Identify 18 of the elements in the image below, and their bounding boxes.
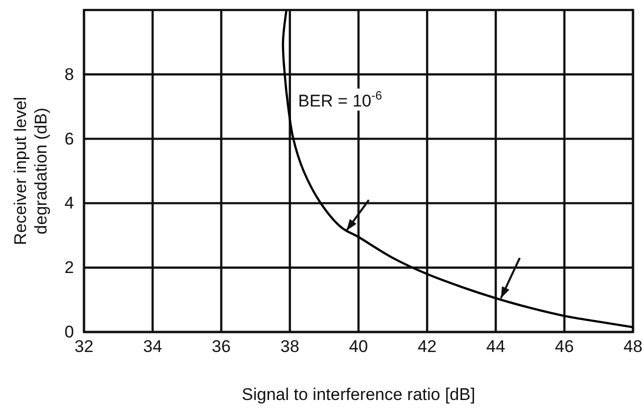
y-tick-label: 8 [64,64,74,84]
x-tick-label: 32 [74,337,94,356]
x-tick-label: 36 [212,337,231,356]
x-tick-label: 48 [624,337,642,356]
y-tick-label: 6 [64,129,74,148]
y-axis-title: Receiver input level degradation (dB) [11,96,50,246]
y-tick-label: 0 [64,322,74,342]
y-tick-label: 4 [64,194,74,213]
x-tick-label: 40 [349,337,368,356]
x-tick-label: 42 [418,337,437,356]
x-tick-label: 46 [554,337,574,356]
x-tick-label: 34 [143,337,162,356]
x-axis-title: Signal to interference ratio [dB] [242,385,476,404]
x-tick-label: 38 [280,337,300,356]
y-tick-label: 2 [64,258,74,278]
line-series [282,8,634,328]
annotation: BER = 10$^{-6}$ [298,88,382,111]
x-tick-label: 44 [486,337,506,356]
